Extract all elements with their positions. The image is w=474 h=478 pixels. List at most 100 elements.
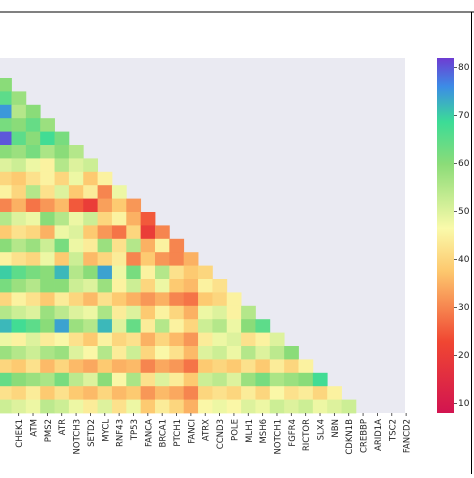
heatmap-cell bbox=[126, 305, 142, 320]
heatmap-cell bbox=[241, 346, 256, 360]
x-tick-label: POLE bbox=[230, 419, 240, 441]
heatmap-cell bbox=[183, 399, 199, 414]
heatmap-cell bbox=[25, 305, 41, 320]
heatmap-cell bbox=[11, 305, 27, 320]
heatmap-cell bbox=[54, 346, 70, 360]
heatmap-cell bbox=[155, 346, 170, 360]
heatmap-cell bbox=[97, 346, 113, 360]
heatmap-cell bbox=[198, 279, 213, 293]
heatmap-cell bbox=[212, 319, 228, 333]
heatmap-cell bbox=[83, 372, 98, 387]
heatmap-cell bbox=[25, 332, 41, 347]
x-tick-label: CDKN1B bbox=[345, 419, 355, 455]
heatmap-cell bbox=[140, 238, 156, 253]
heatmap-cell bbox=[140, 265, 156, 280]
heatmap-cell bbox=[0, 131, 12, 146]
heatmap-cell bbox=[169, 386, 185, 400]
heatmap-cell bbox=[54, 399, 70, 414]
heatmap-cell bbox=[83, 158, 98, 173]
heatmap-cell bbox=[25, 292, 41, 307]
heatmap-cell bbox=[155, 238, 170, 253]
heatmap-cell bbox=[25, 198, 41, 213]
heatmap-cell bbox=[255, 319, 271, 333]
heatmap-cell bbox=[97, 212, 113, 226]
heatmap-cell bbox=[241, 386, 256, 400]
colorbar-tick-label: 30 bbox=[458, 303, 470, 313]
heatmap-cell bbox=[126, 399, 142, 414]
heatmap-cell bbox=[83, 359, 98, 374]
heatmap-cell bbox=[155, 305, 170, 320]
heatmap-cell bbox=[183, 292, 199, 307]
heatmap-cell bbox=[68, 292, 84, 307]
heatmap-cell bbox=[54, 279, 70, 293]
heatmap-cell bbox=[298, 372, 314, 387]
heatmap-cell bbox=[68, 399, 84, 414]
x-tick-label: CCND3 bbox=[216, 419, 226, 449]
heatmap-cell bbox=[83, 305, 98, 320]
x-tick-label: FANCD2 bbox=[403, 419, 413, 453]
x-tick-label: NOTCH3 bbox=[73, 419, 83, 454]
heatmap-cell bbox=[68, 305, 84, 320]
heatmap-cell bbox=[25, 359, 41, 374]
heatmap-cell bbox=[111, 252, 127, 266]
x-tick-label: RICTOR bbox=[302, 419, 312, 451]
heatmap-cell bbox=[25, 158, 41, 173]
heatmap-cell bbox=[0, 386, 12, 400]
colorbar bbox=[437, 58, 454, 413]
x-tick-label: TP53 bbox=[130, 419, 140, 441]
heatmap-cell bbox=[198, 265, 213, 280]
heatmap-cell bbox=[25, 212, 41, 226]
x-tick-label: MSH6 bbox=[259, 419, 269, 444]
heatmap-cell bbox=[68, 158, 84, 173]
heatmap-cell bbox=[40, 171, 55, 186]
heatmap-cell bbox=[169, 359, 185, 374]
heatmap-cell bbox=[126, 372, 142, 387]
heatmap-cell bbox=[0, 359, 12, 374]
heatmap-cell bbox=[68, 185, 84, 199]
heatmap-cell bbox=[68, 279, 84, 293]
heatmap-cell bbox=[54, 265, 70, 280]
heatmap-cell bbox=[0, 185, 12, 199]
heatmap-cell bbox=[241, 319, 256, 333]
heatmap-cell bbox=[155, 372, 170, 387]
heatmap-cell bbox=[126, 225, 142, 240]
heatmap-cell bbox=[155, 332, 170, 347]
heatmap-cell bbox=[169, 279, 185, 293]
heatmap-cell bbox=[183, 332, 199, 347]
heatmap-cell bbox=[183, 305, 199, 320]
heatmap-cell bbox=[169, 305, 185, 320]
heatmap-cell bbox=[25, 171, 41, 186]
heatmap-cell bbox=[11, 265, 27, 280]
heatmap-cell bbox=[226, 359, 242, 374]
heatmap-cell bbox=[111, 225, 127, 240]
heatmap-cell bbox=[0, 118, 12, 132]
heatmap-cell bbox=[241, 359, 256, 374]
colorbar-tick-label: 60 bbox=[458, 159, 470, 169]
heatmap-cell bbox=[169, 332, 185, 347]
heatmap-cell bbox=[54, 225, 70, 240]
heatmap-cell bbox=[198, 319, 213, 333]
heatmap-cell bbox=[83, 319, 98, 333]
heatmap-cell bbox=[11, 104, 27, 119]
heatmap-cell bbox=[54, 305, 70, 320]
heatmap-cell bbox=[212, 292, 228, 307]
heatmap-cell bbox=[111, 185, 127, 199]
heatmap-cell bbox=[68, 252, 84, 266]
heatmap-cell bbox=[269, 332, 285, 347]
heatmap-cell bbox=[198, 292, 213, 307]
x-tick-label: MYCL bbox=[101, 419, 111, 442]
heatmap-cell bbox=[0, 346, 12, 360]
heatmap-cell bbox=[97, 319, 113, 333]
heatmap-cell bbox=[269, 386, 285, 400]
heatmap-cell bbox=[183, 319, 199, 333]
x-tick-label: FGFR4 bbox=[288, 419, 298, 447]
heatmap-cell bbox=[183, 265, 199, 280]
heatmap-cell bbox=[25, 225, 41, 240]
heatmap-cell bbox=[0, 372, 12, 387]
heatmap-cell bbox=[198, 305, 213, 320]
heatmap-cell bbox=[169, 399, 185, 414]
heatmap-cell bbox=[126, 359, 142, 374]
heatmap-cell bbox=[11, 198, 27, 213]
heatmap-cell bbox=[111, 359, 127, 374]
heatmap-cell bbox=[54, 158, 70, 173]
